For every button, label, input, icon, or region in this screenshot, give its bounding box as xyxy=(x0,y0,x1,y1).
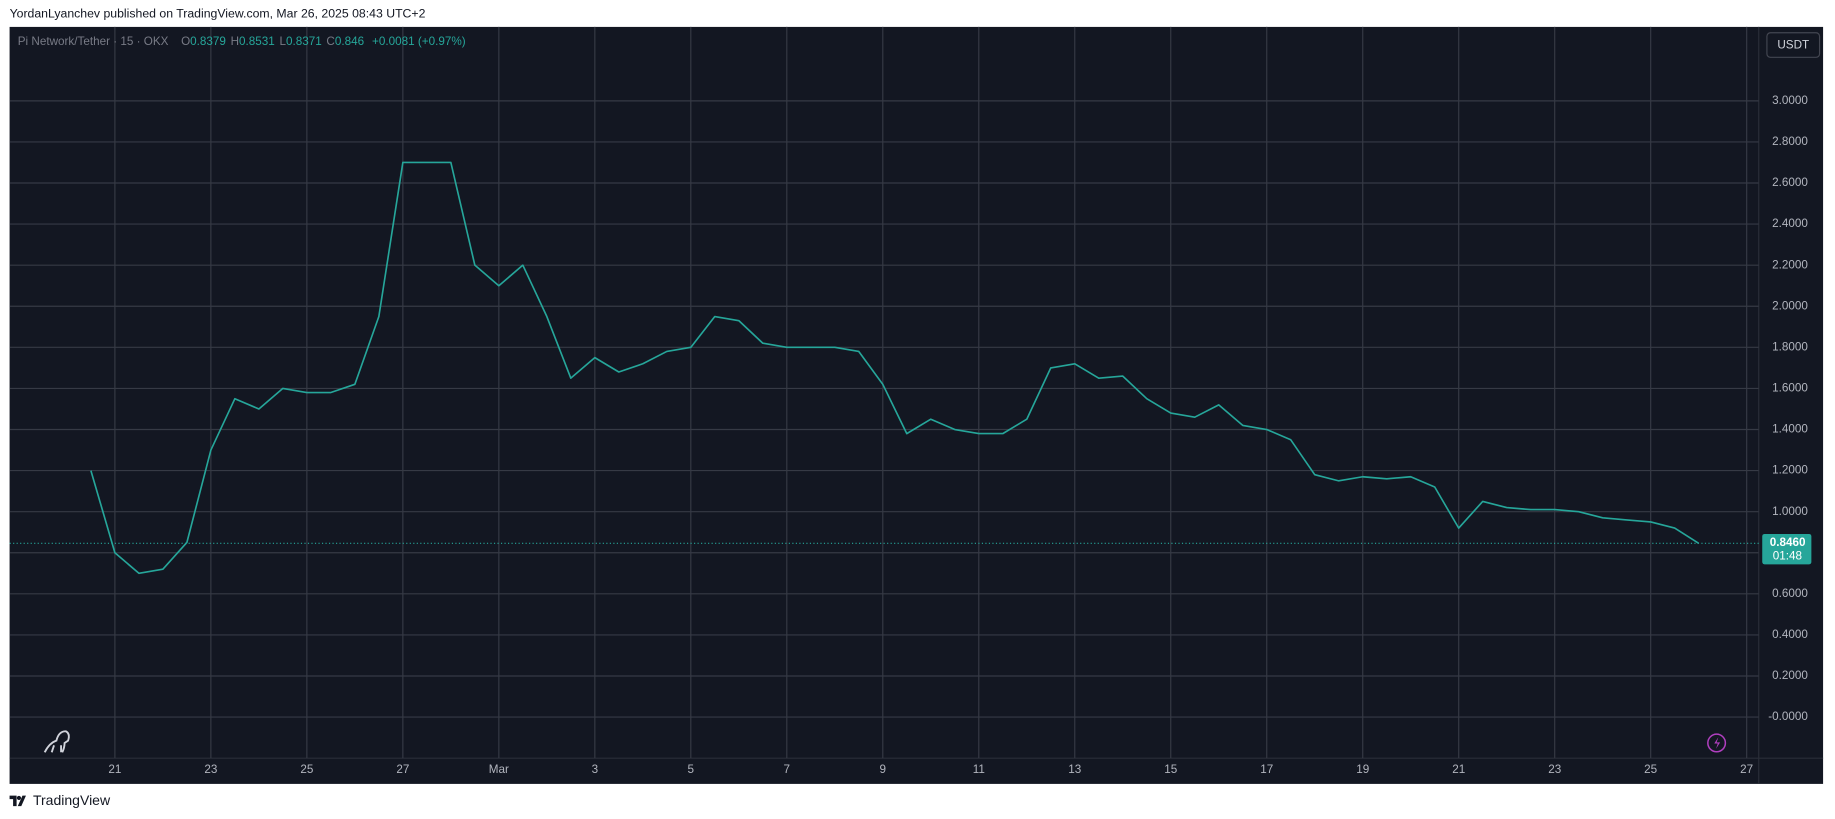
y-tick-label: 1.4000 xyxy=(1772,423,1808,436)
footer-brand: TradingView xyxy=(33,792,111,808)
publish-header: YordanLyanchev published on TradingView.… xyxy=(10,6,426,20)
alert-bolt xyxy=(1714,737,1721,749)
y-tick-label: 1.6000 xyxy=(1772,382,1808,395)
logo-icon xyxy=(43,730,70,753)
tv-logo-mark xyxy=(9,795,26,807)
x-tick-label: Mar xyxy=(489,763,509,776)
currency-label[interactable]: USDT xyxy=(1777,39,1809,52)
x-tick-label: 15 xyxy=(1164,763,1178,776)
legend: Pi Network/Tether · 15 · OKX O0.8379 H0.8… xyxy=(18,35,466,48)
y-tick-label: 1.0000 xyxy=(1772,505,1808,518)
x-tick-label: 5 xyxy=(688,763,695,776)
symbol-name: Pi Network/Tether · 15 · OKX xyxy=(18,35,169,48)
y-tick-label: 0.2000 xyxy=(1772,669,1808,682)
dino-icon xyxy=(43,730,70,753)
ohlc-key: L xyxy=(279,35,286,48)
y-tick-label: 0.4000 xyxy=(1772,628,1808,641)
last-price-tag xyxy=(1762,533,1812,565)
series-layer xyxy=(9,161,1759,575)
y-tick-label: 2.8000 xyxy=(1772,135,1808,148)
tv-logo-dot xyxy=(16,795,22,801)
x-tick-label: 9 xyxy=(880,763,887,776)
x-tick-label: 27 xyxy=(396,763,409,776)
y-tick-label: 2.4000 xyxy=(1772,217,1808,230)
y-tick-label: 1.2000 xyxy=(1772,464,1808,477)
ohlc-key: O xyxy=(181,35,190,48)
currency-button[interactable] xyxy=(1766,32,1821,58)
x-tick-label: 23 xyxy=(1548,763,1561,776)
x-tick-label: 27 xyxy=(1740,763,1753,776)
price-line xyxy=(90,161,1700,575)
bar-countdown: 01:48 xyxy=(1773,549,1802,562)
footer-logo xyxy=(9,795,26,807)
y-tick-label: 2.0000 xyxy=(1772,299,1808,312)
y-tick-label: 2.6000 xyxy=(1772,176,1808,189)
x-tick-label: 19 xyxy=(1356,763,1369,776)
ohlc-key: H xyxy=(231,35,239,48)
ohlc-value: 0.8531 xyxy=(239,35,275,48)
ohlc-value: 0.846 xyxy=(335,35,364,48)
x-tick-label: 7 xyxy=(784,763,791,776)
ohlc-value: 0.8371 xyxy=(286,35,322,48)
price-change: +0.0081 (+0.97%) xyxy=(372,35,466,48)
x-tick-label: 25 xyxy=(1644,763,1658,776)
x-tick-label: 11 xyxy=(973,763,985,776)
x-tick-label: 13 xyxy=(1068,763,1081,776)
y-tick-label: 0.6000 xyxy=(1772,587,1808,600)
alert-icon[interactable] xyxy=(1707,733,1727,753)
y-tick-label: 1.8000 xyxy=(1772,340,1808,353)
x-tick-label: 25 xyxy=(300,763,314,776)
y-tick-label: 3.0000 xyxy=(1772,94,1808,107)
y-tick-label: -0.0000 xyxy=(1768,710,1808,723)
x-tick-label: 17 xyxy=(1260,763,1273,776)
x-tick-label: 3 xyxy=(592,763,599,776)
ohlc-value: 0.8379 xyxy=(190,35,226,48)
ohlc-values: O0.8379 H0.8531 L0.8371 C0.846 xyxy=(181,35,364,48)
x-tick-label: 21 xyxy=(1452,763,1465,776)
x-tick-label: 21 xyxy=(108,763,121,776)
x-tick-label: 23 xyxy=(204,763,217,776)
y-tick-label: 2.2000 xyxy=(1772,258,1808,271)
last-price-label: 0.8460 xyxy=(1770,536,1806,549)
chart-background xyxy=(9,26,1824,784)
ohlc-key: C xyxy=(326,35,334,48)
